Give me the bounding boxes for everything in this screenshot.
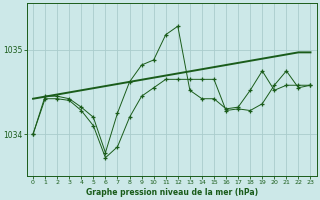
X-axis label: Graphe pression niveau de la mer (hPa): Graphe pression niveau de la mer (hPa) bbox=[86, 188, 258, 197]
